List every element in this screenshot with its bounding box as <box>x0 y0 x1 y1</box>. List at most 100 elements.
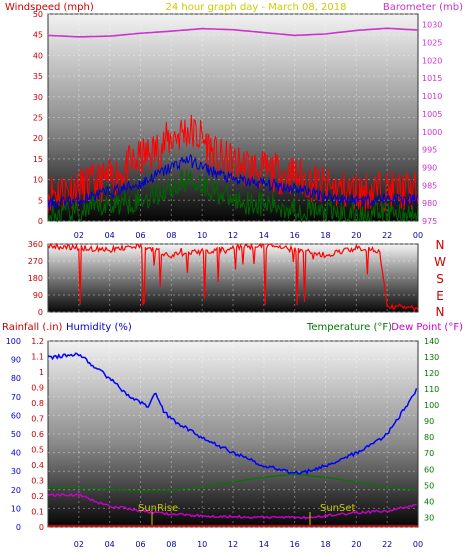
direction-grid <box>48 243 418 313</box>
windspeed-tick: 35 <box>33 72 43 81</box>
compass-label: W <box>434 255 446 269</box>
hour-tick: 00 <box>413 540 423 549</box>
humidity-tick: 10 <box>11 504 21 513</box>
lower-hour-labels: 02 04 06 08 10 12 14 16 18 20 22 00 <box>74 540 423 549</box>
direction-tick: 360 <box>28 240 43 249</box>
hour-tick: 14 <box>259 540 269 549</box>
windspeed-axis-label: Windspeed (mph) <box>5 2 94 13</box>
wind-direction-line <box>47 242 419 312</box>
hour-tick: 20 <box>351 231 361 240</box>
hour-tick: 14 <box>259 231 269 240</box>
hour-tick: 06 <box>135 540 145 549</box>
lower-series <box>47 352 418 527</box>
temperature-tick: 80 <box>424 433 434 442</box>
barometer-tick: 1000 <box>422 128 442 137</box>
temperature-tick: 110 <box>424 385 439 394</box>
windspeed-tick: 5 <box>38 196 43 205</box>
barometer-tick-labels: 975 980 985 990 995 1000 1005 1010 1015 1020 1025 1… <box>422 21 442 226</box>
humidity-tick: 100 <box>6 337 21 346</box>
rain-tick: 0.9 <box>31 384 44 393</box>
temperature-tick: 100 <box>424 401 439 410</box>
barometer-axis-label: Barometer (mb) <box>383 2 463 13</box>
barometer-tick: 995 <box>422 146 437 155</box>
wind-gust-line <box>47 114 419 213</box>
rain-tick: 0.3 <box>31 477 44 486</box>
windspeed-tick: 50 <box>33 10 43 19</box>
barometer-tick: 1015 <box>422 74 442 83</box>
rain-tick-labels: 0 0.1 0.2 0.3 0.4 0.5 0.6 0.7 0.8 0.9 1 1.1 1.2 <box>31 337 44 532</box>
rain-tick: 0.5 <box>31 446 44 455</box>
barometer-tick: 1025 <box>422 39 442 48</box>
barometer-tick: 1005 <box>422 110 442 119</box>
hour-tick: 08 <box>166 540 176 549</box>
hour-tick: 04 <box>105 540 115 549</box>
dewpoint-axis-label: Dew Point (°F) <box>391 322 463 333</box>
windspeed-tick: 0 <box>38 217 43 226</box>
hour-tick: 00 <box>413 231 423 240</box>
rain-tick: 0.4 <box>31 461 44 470</box>
temperature-axis-label: Temperature (°F) <box>306 322 392 333</box>
barometer-tick: 1020 <box>422 56 442 65</box>
chart-title: 24 hour graph day - March 08, 2018 <box>166 2 347 13</box>
humidity-tick: 60 <box>11 411 21 420</box>
direction-tick: 270 <box>28 257 43 266</box>
temperature-tick-labels: 30 40 50 60 70 80 90 100 110 120 130 140 <box>424 337 439 522</box>
sunrise-label: SunRise <box>138 503 178 514</box>
windspeed-tick: 30 <box>33 93 43 102</box>
temperature-tick: 120 <box>424 369 439 378</box>
lower-grid <box>48 340 418 528</box>
temperature-tick: 140 <box>424 337 439 346</box>
compass-label: E <box>436 289 444 303</box>
barometer-tick: 975 <box>422 217 437 226</box>
direction-tick: 90 <box>33 291 43 300</box>
hour-tick: 02 <box>74 231 84 240</box>
humidity-tick: 40 <box>11 449 21 458</box>
direction-tick: 180 <box>28 274 43 283</box>
rain-tick: 1 <box>39 368 44 377</box>
temperature-line <box>47 473 417 492</box>
temperature-tick: 70 <box>424 449 434 458</box>
rain-tick: 0.8 <box>31 399 44 408</box>
hour-tick: 12 <box>228 540 238 549</box>
temperature-tick: 90 <box>424 417 434 426</box>
temperature-tick: 50 <box>424 481 434 490</box>
windspeed-tick: 45 <box>33 31 43 40</box>
wind-low-line <box>47 169 419 223</box>
hour-tick: 20 <box>351 540 361 549</box>
hour-tick: 18 <box>320 540 330 549</box>
rain-tick: 0.6 <box>31 430 44 439</box>
barometer-tick: 980 <box>422 199 437 208</box>
hour-tick: 02 <box>74 540 84 549</box>
windspeed-tick: 20 <box>33 134 43 143</box>
windspeed-tick: 40 <box>33 51 43 60</box>
direction-tick: 0 <box>38 308 43 317</box>
hour-tick: 16 <box>290 231 300 240</box>
humidity-line <box>47 352 418 476</box>
humidity-tick: 90 <box>11 356 21 365</box>
rain-tick: 0.1 <box>31 508 44 517</box>
humidity-tick: 0 <box>16 523 21 532</box>
direction-series <box>47 242 419 312</box>
rain-tick: 1.1 <box>31 353 44 362</box>
temperature-tick: 40 <box>424 497 434 506</box>
compass-label: S <box>436 272 444 286</box>
compass-label: N <box>436 238 445 252</box>
hour-tick: 06 <box>135 231 145 240</box>
windspeed-tick: 15 <box>33 155 43 164</box>
rain-tick: 1.2 <box>31 337 44 346</box>
windspeed-tick-labels: 0 5 10 15 20 25 30 35 40 45 50 <box>33 10 43 226</box>
humidity-axis-label: Humidity (%) <box>66 322 132 333</box>
temperature-tick: 60 <box>424 465 434 474</box>
barometer-tick: 1030 <box>422 21 442 30</box>
humidity-tick: 50 <box>11 430 21 439</box>
hour-tick: 12 <box>228 231 238 240</box>
temperature-tick: 30 <box>424 513 434 522</box>
windspeed-tick: 10 <box>33 176 43 185</box>
direction-plot-frame <box>47 243 419 313</box>
barometer-line <box>47 27 419 38</box>
hour-tick: 18 <box>320 231 330 240</box>
direction-tick-labels: 0 90 180 270 360 <box>28 240 43 317</box>
rain-tick: 0.7 <box>31 415 44 424</box>
compass-label: N <box>436 305 445 319</box>
